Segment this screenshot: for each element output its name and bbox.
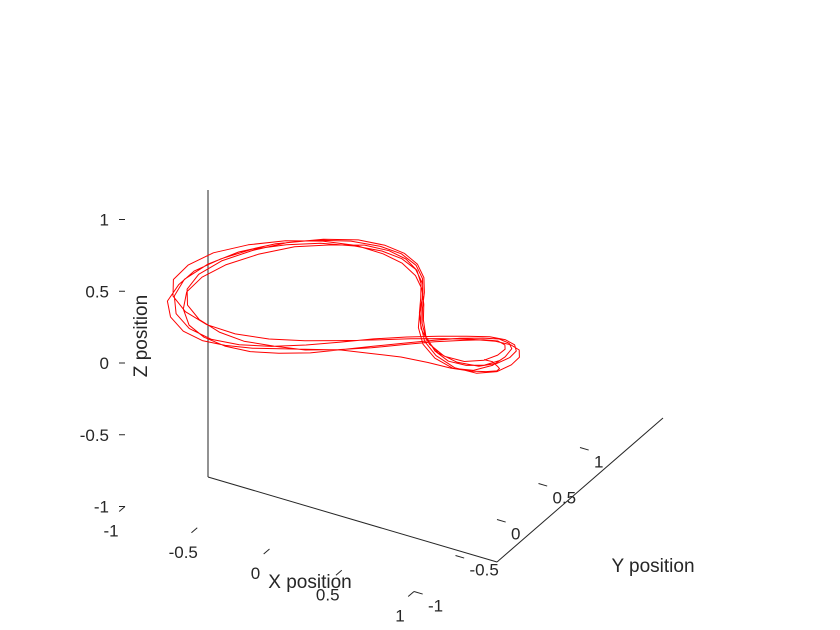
z-tick-label: 0: [100, 354, 109, 373]
x-tick-label: 1: [395, 607, 404, 626]
y-tick: [579, 447, 589, 451]
y-tick: [413, 591, 423, 595]
tick-marks: [118, 219, 589, 597]
x-tick-label: 0: [251, 564, 260, 583]
z-tick-label: 0.5: [85, 282, 109, 301]
y-tick: [496, 519, 506, 523]
x-tick: [263, 548, 270, 555]
z-tick-label: -0.5: [80, 426, 109, 445]
x-tick: [335, 569, 343, 576]
x-axis-title: X position: [268, 572, 351, 593]
z-tick-label: -1: [94, 498, 109, 517]
y-tick-label: 0: [511, 525, 520, 544]
y-tick-label: -0.5: [470, 561, 499, 580]
x-tick-label: -1: [103, 522, 118, 541]
z-axis-title: Z position: [131, 295, 152, 377]
tick-labels: -1 -0.5 0 0.5 1 -1 -0.5 0 0.5 1 -1 -0.5 0 0.5 1: [80, 211, 604, 626]
x-tick-label: -0.5: [169, 543, 198, 562]
y-axis-line: [496, 417, 664, 563]
trajectory: [166, 238, 520, 374]
y-tick: [455, 555, 465, 559]
z-tick-label: 1: [100, 211, 109, 230]
x-tick: [118, 506, 126, 512]
x-tick: [407, 591, 415, 597]
y-tick-label: -1: [428, 597, 443, 616]
y-tick-label: 1: [594, 453, 603, 472]
y-axis-title: Y position: [611, 556, 694, 577]
trajectory-line: [166, 238, 520, 374]
y-tick: [538, 483, 548, 487]
x-tick: [191, 527, 198, 534]
axes: [207, 190, 664, 563]
x-tick-label: 0.5: [316, 585, 340, 604]
y-tick-label: 0.5: [553, 489, 577, 508]
x-axis-line: [207, 476, 498, 563]
